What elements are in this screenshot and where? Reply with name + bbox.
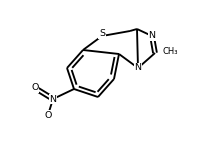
Text: O: O (44, 110, 52, 120)
Text: N: N (149, 32, 155, 40)
Text: O: O (31, 84, 39, 92)
Text: N: N (49, 94, 57, 104)
Text: S: S (99, 30, 105, 38)
Text: CH₃: CH₃ (162, 48, 178, 56)
Text: N: N (135, 64, 141, 72)
